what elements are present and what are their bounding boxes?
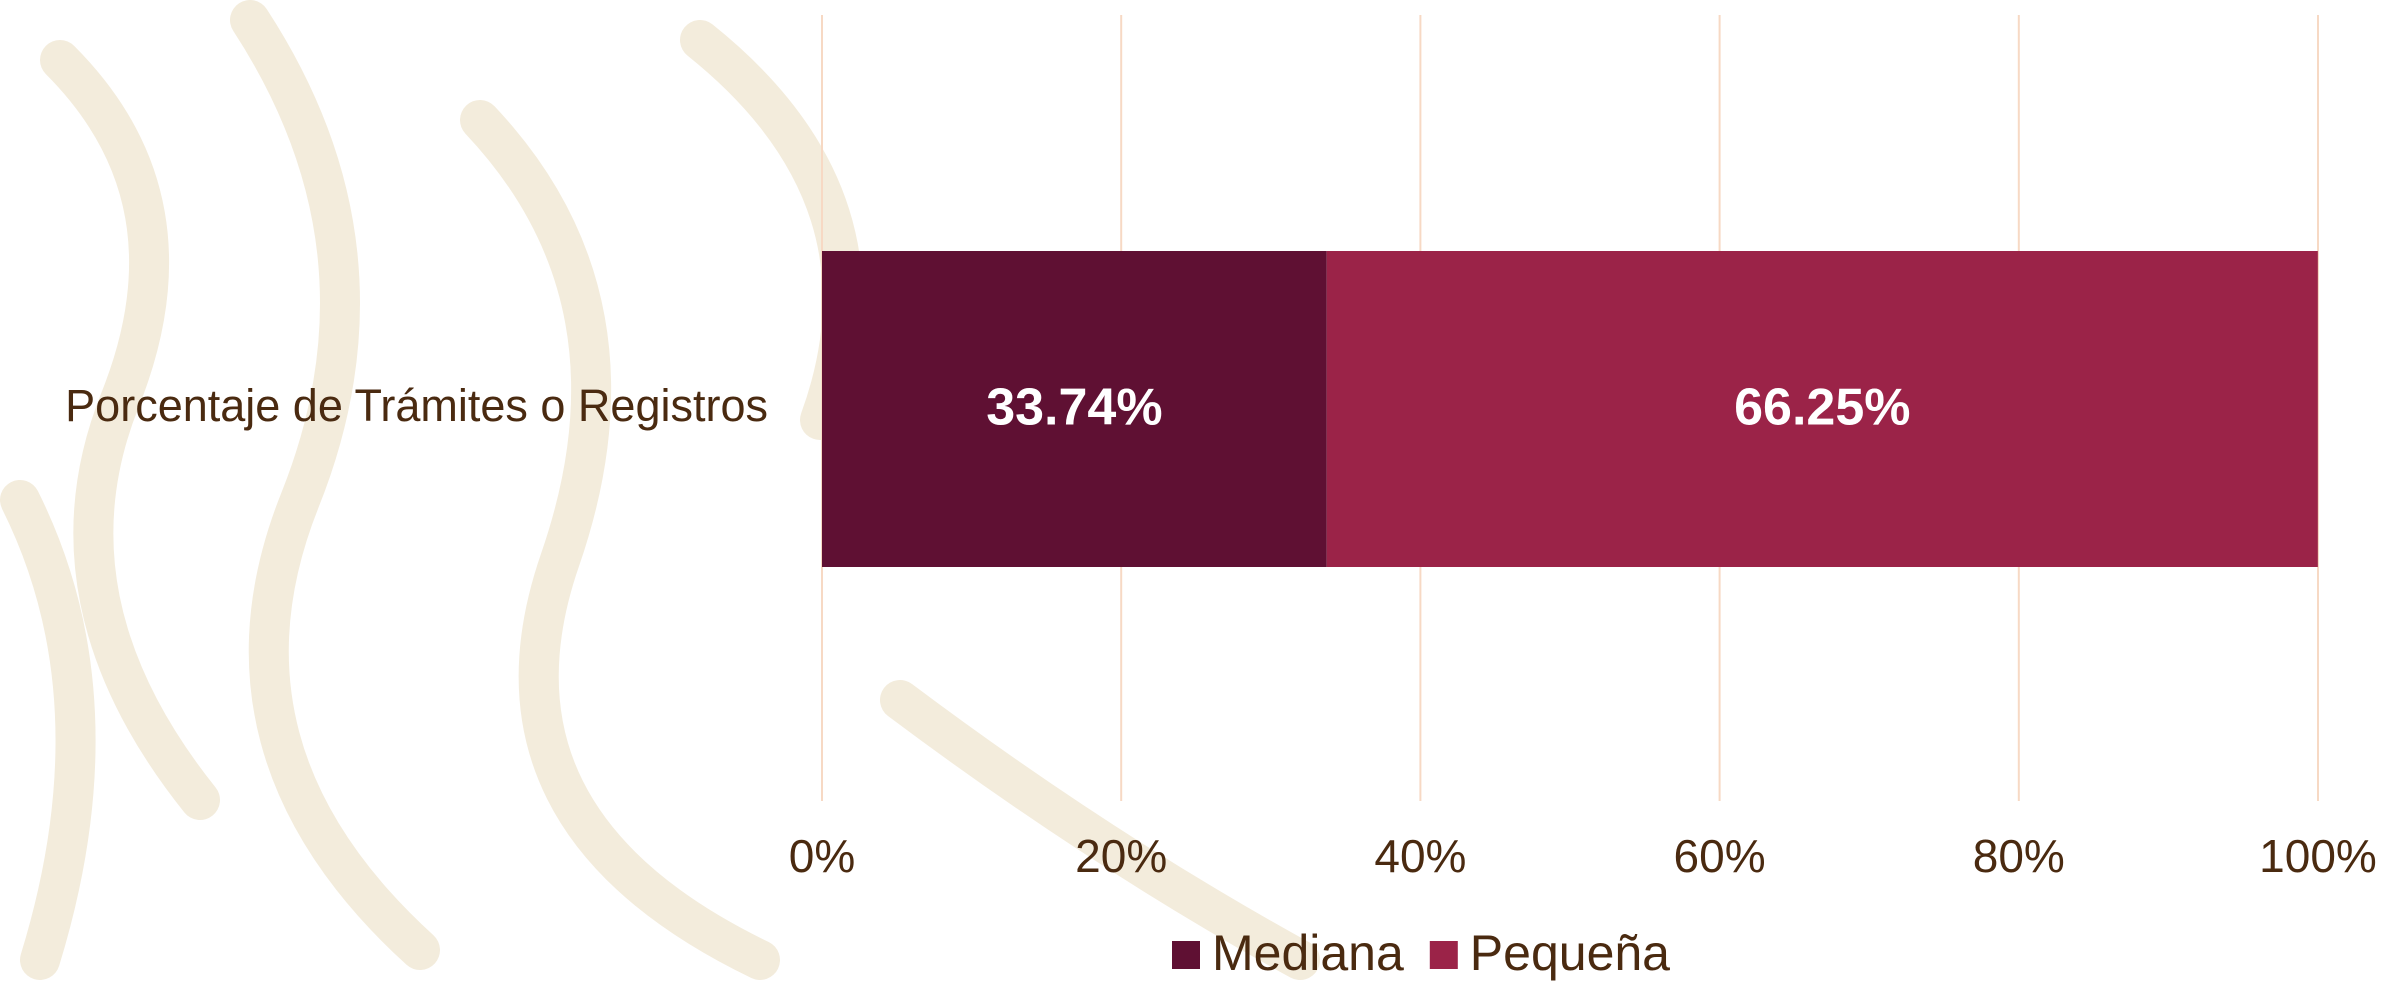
x-tick-label: 60% [1674,830,1766,882]
legend-swatch [1172,941,1200,969]
bar-segment [822,251,1327,567]
x-tick-label: 80% [1973,830,2065,882]
bar-segment [1326,251,2318,567]
category-label: Porcentaje de Trámites o Registros [65,380,768,431]
x-tick-label: 20% [1075,830,1167,882]
legend-swatch [1429,941,1458,969]
data-label: 66.25% [1734,379,1910,437]
x-tick-label: 40% [1374,830,1466,882]
legend-label: Mediana [1212,925,1404,981]
background-pattern [0,0,1320,980]
x-tick-label: 0% [789,830,855,882]
data-label: 33.74% [986,379,1162,437]
legend-label: Pequeña [1470,925,1670,981]
x-tick-label: 100% [2259,830,2377,882]
